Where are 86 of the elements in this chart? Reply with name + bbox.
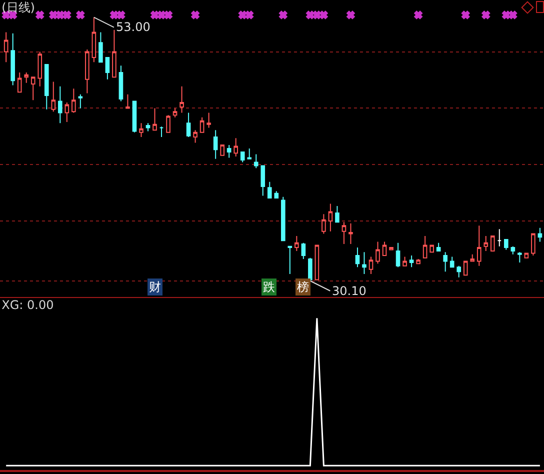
candlestick xyxy=(328,203,333,232)
candlestick xyxy=(4,32,8,63)
candlestick xyxy=(98,32,103,63)
annotation: 53.00 xyxy=(116,20,150,34)
candlestick xyxy=(159,126,164,138)
candlestick xyxy=(44,64,49,110)
candlestick xyxy=(538,227,542,242)
candlestick xyxy=(172,108,178,118)
candlestick xyxy=(38,51,42,87)
candlestick xyxy=(436,242,441,252)
annotation: 榜 xyxy=(297,280,309,294)
candlestick xyxy=(362,252,366,274)
candlestick xyxy=(24,72,29,84)
candlestick xyxy=(422,235,428,258)
annotation: 跌 xyxy=(263,280,275,294)
candlestick xyxy=(220,144,224,156)
candlestick xyxy=(58,86,62,124)
candlestick xyxy=(64,102,70,123)
candlestick xyxy=(180,86,184,114)
candlestick xyxy=(254,154,258,169)
candlestick xyxy=(335,206,340,223)
candlestick xyxy=(17,72,22,93)
candlestick xyxy=(348,222,353,245)
candlestick xyxy=(456,265,462,278)
annotation: 30.10 xyxy=(332,284,366,298)
candlestick xyxy=(463,260,468,276)
candlestick xyxy=(389,247,394,250)
candlestick xyxy=(240,151,245,163)
candlestick xyxy=(355,247,360,268)
candlestick xyxy=(490,235,495,252)
candlestick xyxy=(92,16,96,63)
candlestick xyxy=(504,238,508,250)
candlestick xyxy=(234,138,238,158)
candlestick xyxy=(72,88,76,114)
candlestick xyxy=(152,108,157,131)
candlestick xyxy=(368,256,374,274)
candlestick xyxy=(126,94,130,109)
candlestick xyxy=(186,112,191,138)
candlestick xyxy=(146,122,150,132)
candlestick xyxy=(132,100,137,133)
candlestick xyxy=(260,165,266,196)
candlestick xyxy=(85,49,90,94)
candlestick xyxy=(226,144,232,158)
candlestick xyxy=(470,254,475,262)
candlestick xyxy=(396,242,400,268)
candlestick xyxy=(376,241,380,264)
candlestick xyxy=(78,94,83,109)
candlestick xyxy=(342,222,346,245)
candlestick xyxy=(105,57,110,80)
annotation: 财 xyxy=(149,280,161,294)
candlestick xyxy=(206,112,211,128)
candlestick xyxy=(510,246,516,255)
candlestick xyxy=(301,242,306,260)
candlestick xyxy=(294,235,299,252)
chart-title: XG: 0.00 xyxy=(2,298,54,312)
candlestick xyxy=(213,130,218,160)
candlestick xyxy=(443,252,448,272)
chart-title: (日线) xyxy=(2,0,36,14)
candlestick xyxy=(267,181,272,198)
candlestick xyxy=(450,256,454,268)
candlestick xyxy=(280,196,286,242)
candlestick xyxy=(51,81,56,112)
candlestick xyxy=(409,255,414,268)
candlestick xyxy=(518,252,522,263)
candlestick xyxy=(402,256,407,266)
candlestick xyxy=(166,114,170,133)
candlestick xyxy=(308,257,312,282)
candlestick xyxy=(112,29,116,78)
candlestick xyxy=(314,244,320,280)
candlestick xyxy=(200,116,204,133)
candlestick xyxy=(274,190,279,198)
candlestick xyxy=(430,244,434,253)
candlestick xyxy=(476,225,482,266)
candlestick xyxy=(416,258,420,264)
candlestick xyxy=(497,228,502,247)
candlestick xyxy=(531,233,536,256)
candlestick xyxy=(382,241,387,256)
candlestick xyxy=(322,214,326,234)
candlestick xyxy=(288,246,292,274)
candlestick xyxy=(193,130,198,144)
candlestick xyxy=(118,65,124,102)
candlestick xyxy=(139,122,144,138)
candlestick xyxy=(10,32,15,86)
candlestick xyxy=(484,235,488,252)
candlestick xyxy=(30,76,36,101)
candlestick xyxy=(247,148,252,160)
